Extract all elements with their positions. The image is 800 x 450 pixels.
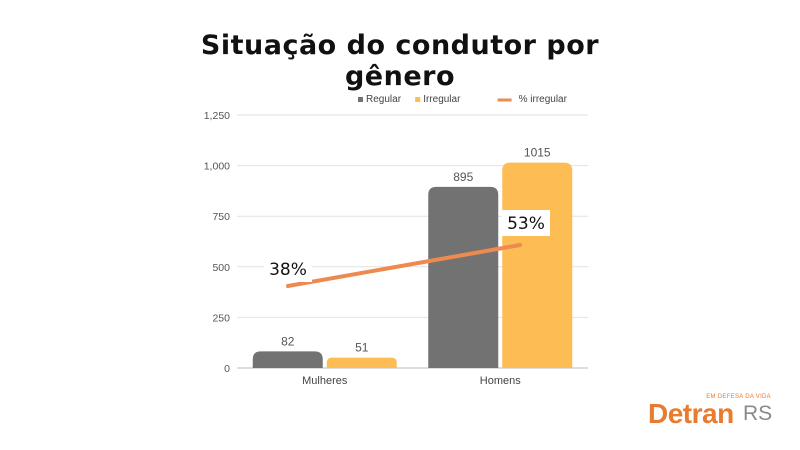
legend-swatch-regular <box>358 97 363 102</box>
y-tick-label: 1,000 <box>204 161 230 173</box>
bar-value-label: 51 <box>355 341 369 355</box>
percent-label: 53% <box>507 214 545 234</box>
x-category-label: Homens <box>480 375 521 387</box>
bar-regular-homens <box>428 186 499 368</box>
percent-label-box <box>502 210 550 236</box>
logo-brand: Detran <box>648 398 734 429</box>
bar-regular-mulheres <box>252 351 323 368</box>
y-tick-label: 1,250 <box>204 110 230 122</box>
y-tick-label: 500 <box>212 262 230 274</box>
bar-value-label: 82 <box>281 334 295 348</box>
legend-label: Regular <box>366 94 402 105</box>
percent-label: 38% <box>269 260 307 280</box>
chart-title: Situação do condutor por gênero <box>200 30 600 92</box>
bar-irregular-homens <box>502 162 573 368</box>
logo-tagline: EM DEFESA DA VIDA <box>706 394 771 400</box>
bar-irregular-mulheres <box>326 357 397 368</box>
x-category-label: Mulheres <box>302 375 348 387</box>
legend-swatch-irregular <box>415 97 421 102</box>
percent-irregular-line <box>286 243 522 288</box>
percent-label-box <box>264 256 312 282</box>
bar-value-label: 895 <box>453 170 473 184</box>
legend-label: % irregular <box>519 94 568 105</box>
legend-label: Irregular <box>423 94 461 105</box>
bar-value-label: 1015 <box>524 146 551 160</box>
y-tick-label: 0 <box>224 363 230 375</box>
y-tick-label: 750 <box>212 211 230 223</box>
y-tick-label: 250 <box>212 312 230 324</box>
detran-logo: EM DEFESA DA VIDA Detran RS <box>648 394 773 434</box>
logo-suffix: RS <box>743 402 773 425</box>
